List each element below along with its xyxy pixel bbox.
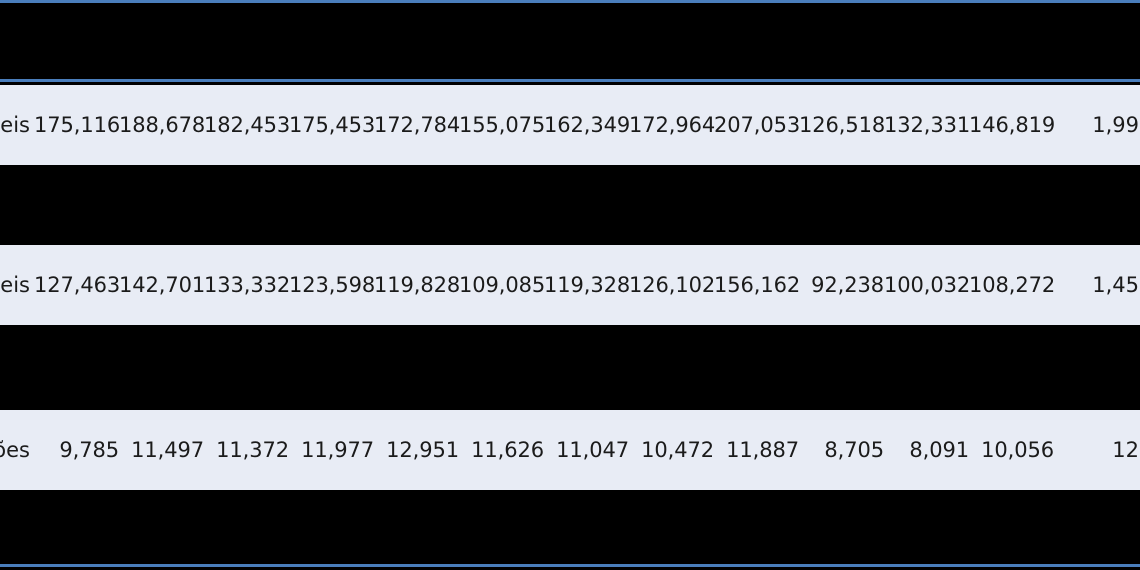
table-row[interactable]: veis 175,116 188,678 182,453 175,453 172…: [0, 85, 1140, 165]
mask-band-middle-1: [0, 165, 1140, 245]
mask-band-middle-2: [0, 325, 1140, 410]
table-cell-total: 1,99: [1092, 113, 1139, 137]
table-cell: 123,598: [289, 273, 376, 297]
table-cell: 172,784: [374, 113, 461, 137]
row-label: veis: [0, 113, 30, 137]
table-cell: 12,951: [386, 438, 459, 462]
table-cell: 9,785: [59, 438, 119, 462]
mask-band-bottom: [0, 490, 1140, 564]
table-cell: 8,091: [909, 438, 969, 462]
table-cell: 92,238: [811, 273, 884, 297]
table-cell: 126,102: [629, 273, 716, 297]
bottom-separator-rule: [0, 564, 1140, 567]
table-cell: 172,964: [629, 113, 716, 137]
table-cell: 11,626: [471, 438, 544, 462]
table-cell: 126,518: [799, 113, 886, 137]
table-cell: 10,056: [981, 438, 1054, 462]
table-cell: 156,162: [714, 273, 801, 297]
table-cell: 127,463: [34, 273, 121, 297]
table-cell: 108,272: [969, 273, 1056, 297]
table-cell: 182,453: [204, 113, 291, 137]
row-label: veis: [0, 273, 30, 297]
table-row[interactable]: veis 127,463 142,701 133,332 123,598 119…: [0, 245, 1140, 325]
table-cell-total: 12: [1112, 438, 1139, 462]
table-cell: 142,701: [119, 273, 206, 297]
table-cell: 109,085: [459, 273, 546, 297]
table-cell: 155,075: [459, 113, 546, 137]
table-cell: 11,977: [301, 438, 374, 462]
table-cell: 146,819: [969, 113, 1056, 137]
top-separator-rule: [0, 0, 1140, 3]
table-cell: 207,053: [714, 113, 801, 137]
table-cell: 188,678: [119, 113, 206, 137]
table-row[interactable]: ões 9,785 11,497 11,372 11,977 12,951 11…: [0, 410, 1140, 490]
table-cell: 10,472: [641, 438, 714, 462]
table-cell: 162,349: [544, 113, 631, 137]
table-cell: 132,331: [884, 113, 971, 137]
table-cell: 175,453: [289, 113, 376, 137]
table-cell-total: 1,45: [1092, 273, 1139, 297]
top-separator-rule-secondary: [0, 79, 1140, 82]
table-cell: 119,328: [544, 273, 631, 297]
table-cell: 119,828: [374, 273, 461, 297]
table-cell: 133,332: [204, 273, 291, 297]
table-cell: 175,116: [34, 113, 121, 137]
row-label: ões: [0, 438, 30, 462]
mask-band-top: [0, 3, 1140, 79]
table-cell: 11,047: [556, 438, 629, 462]
table-cell: 11,497: [131, 438, 204, 462]
table-cell: 11,887: [726, 438, 799, 462]
table-cell: 11,372: [216, 438, 289, 462]
table-cell: 8,705: [824, 438, 884, 462]
table-cell: 100,032: [884, 273, 971, 297]
